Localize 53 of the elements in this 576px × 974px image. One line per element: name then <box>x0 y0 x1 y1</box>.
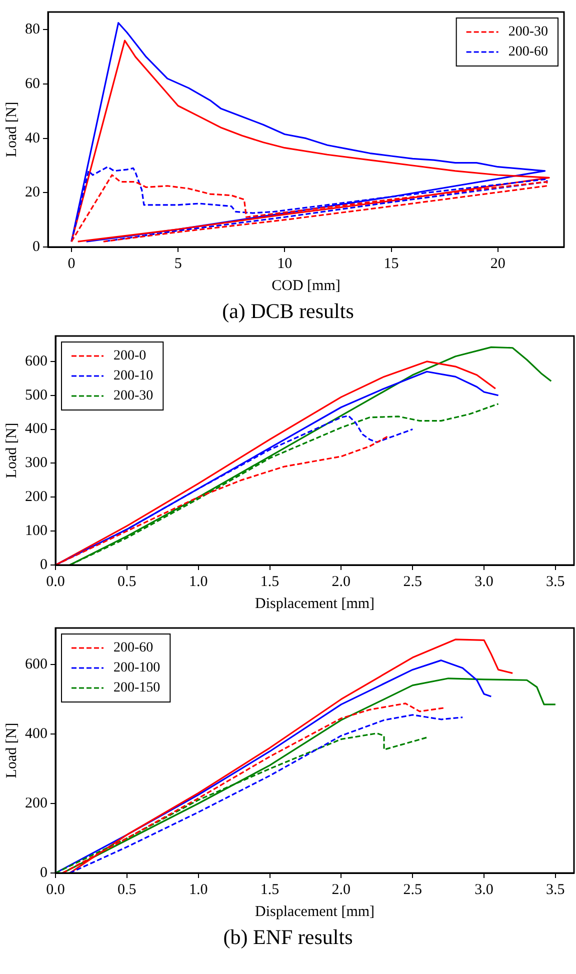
x-tick-label: 10 <box>277 256 292 272</box>
x-tick-label: 1.5 <box>260 574 280 590</box>
y-axis-title: Load [N] <box>4 722 20 778</box>
legend-label: 200-60 <box>508 44 548 60</box>
y-tick-label: 40 <box>25 130 40 146</box>
x-tick-label: 0.0 <box>46 574 65 590</box>
y-tick-label: 400 <box>25 726 48 742</box>
x-tick-label: 1.0 <box>188 574 208 590</box>
y-tick-label: 300 <box>25 455 48 472</box>
x-tick-label: 2.5 <box>403 882 422 898</box>
y-tick-label: 0 <box>40 864 48 881</box>
y-tick-label: 60 <box>25 76 40 92</box>
y-tick-label: 200 <box>25 489 48 506</box>
x-axis-title: Displacement [mm] <box>254 904 375 920</box>
x-tick-label: 0.5 <box>118 882 136 898</box>
y-tick-label: 200 <box>25 795 48 812</box>
x-tick-label: 5 <box>174 256 182 272</box>
text: (b) ENF results <box>222 924 354 950</box>
y-tick-label: 100 <box>25 523 48 540</box>
y-axis-title: Load [N] <box>4 422 20 478</box>
x-tick-label: 0.5 <box>118 574 136 590</box>
legend-label: 200-0 <box>114 348 146 364</box>
legend-label: 200-10 <box>114 368 154 384</box>
x-tick-label: 1.5 <box>260 882 280 898</box>
x-tick-label: 2.5 <box>403 574 422 590</box>
x-tick-label: 20 <box>490 256 506 272</box>
y-axis-title: Load [N] <box>4 102 20 158</box>
y-tick-label: 80 <box>25 22 40 38</box>
y-tick-label: 20 <box>25 184 40 201</box>
legend-label: 200-30 <box>508 24 548 40</box>
x-tick-label: 3.5 <box>546 882 565 898</box>
x-tick-label: 0.0 <box>46 882 65 898</box>
legend-label: 200-30 <box>114 388 154 404</box>
x-tick-label: 1.0 <box>188 882 208 898</box>
x-tick-label: 2.0 <box>332 574 351 590</box>
x-tick-label: 3.0 <box>474 882 494 898</box>
legend-label: 200-150 <box>114 680 160 696</box>
text: (a) DCB results <box>221 298 355 324</box>
y-tick-label: 500 <box>25 387 48 404</box>
y-tick-label: 600 <box>25 353 48 370</box>
y-tick-label: 600 <box>25 656 48 672</box>
x-tick-label: 0 <box>68 256 76 272</box>
x-tick-label: 2.0 <box>332 882 351 898</box>
x-axis-title: Displacement [mm] <box>254 596 375 612</box>
y-tick-label: 0 <box>40 556 48 573</box>
x-axis-title: COD [mm] <box>272 278 340 294</box>
legend-label: 200-100 <box>114 660 160 676</box>
y-tick-label: 0 <box>32 238 40 255</box>
legend-label: 200-60 <box>114 640 154 656</box>
y-tick-label: 400 <box>25 421 48 438</box>
x-tick-label: 15 <box>384 256 399 272</box>
x-tick-label: 3.5 <box>546 574 565 590</box>
x-tick-label: 3.0 <box>474 574 494 590</box>
